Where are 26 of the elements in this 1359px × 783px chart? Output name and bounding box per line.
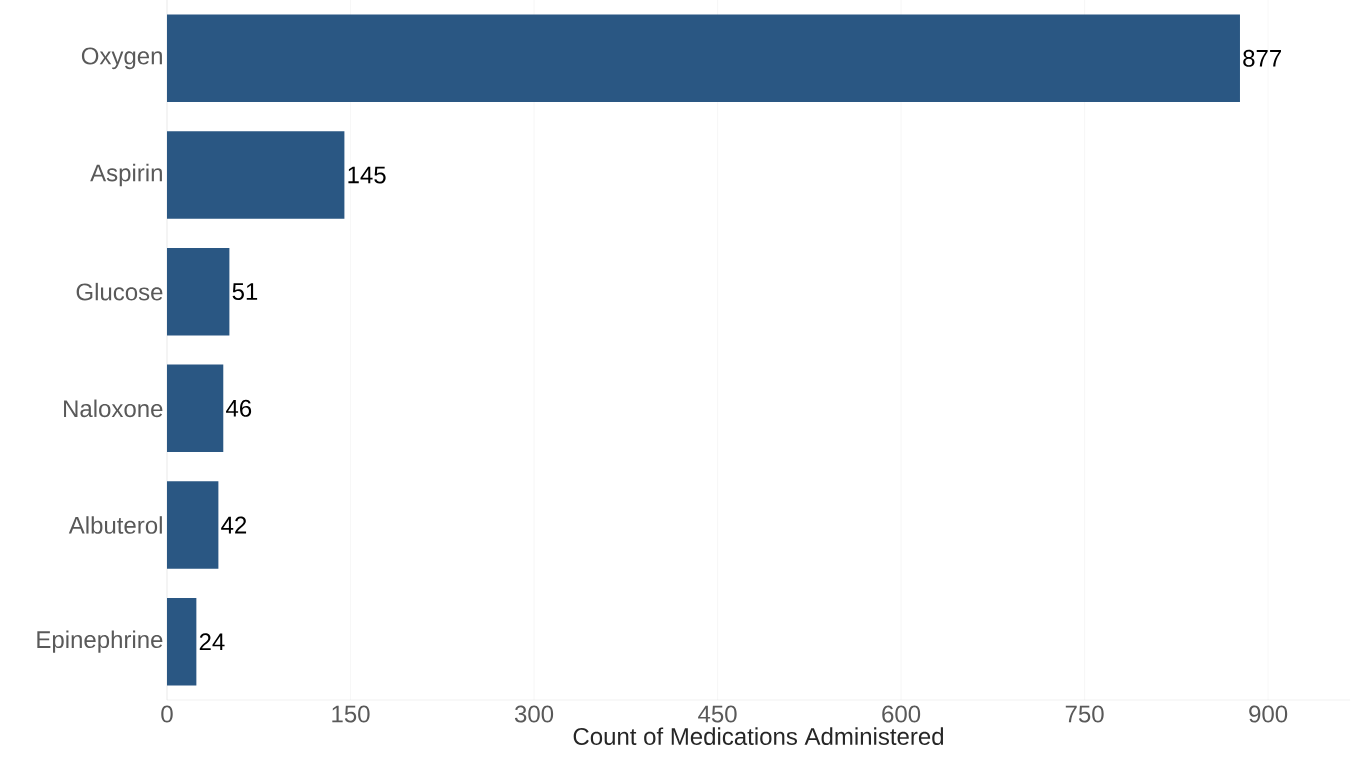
y-tick-label: Glucose (76, 282, 163, 301)
x-tick-label: 450 (698, 705, 737, 723)
bar (167, 247, 230, 336)
y-tick-label: Naloxone (64, 399, 163, 418)
data-label: 877 (1243, 49, 1281, 67)
data-label: 42 (221, 516, 247, 534)
data-label: 51 (232, 283, 258, 301)
data-label: 46 (226, 399, 252, 417)
y-tick-label: Albuterol (68, 516, 162, 534)
x-tick-label: 0 (161, 705, 173, 723)
x-tick-label: 750 (1065, 705, 1104, 723)
x-tick-label: 900 (1249, 705, 1288, 723)
data-label: 145 (348, 166, 386, 184)
x-tick-label: 150 (332, 705, 370, 723)
y-tick-label: Aspirin (90, 163, 162, 187)
bar (167, 131, 345, 219)
bar (167, 14, 1240, 103)
x-axis-title: Count of Medications Administered (573, 727, 944, 745)
y-tick-label: Oxygen (81, 47, 162, 70)
bar (167, 597, 197, 686)
y-tick-label: Epinephrine (37, 630, 163, 653)
x-tick-label: 600 (882, 705, 921, 723)
data-label: 24 (199, 633, 225, 651)
bar (167, 364, 224, 453)
x-tick-label: 300 (514, 705, 554, 723)
bar (167, 481, 219, 569)
